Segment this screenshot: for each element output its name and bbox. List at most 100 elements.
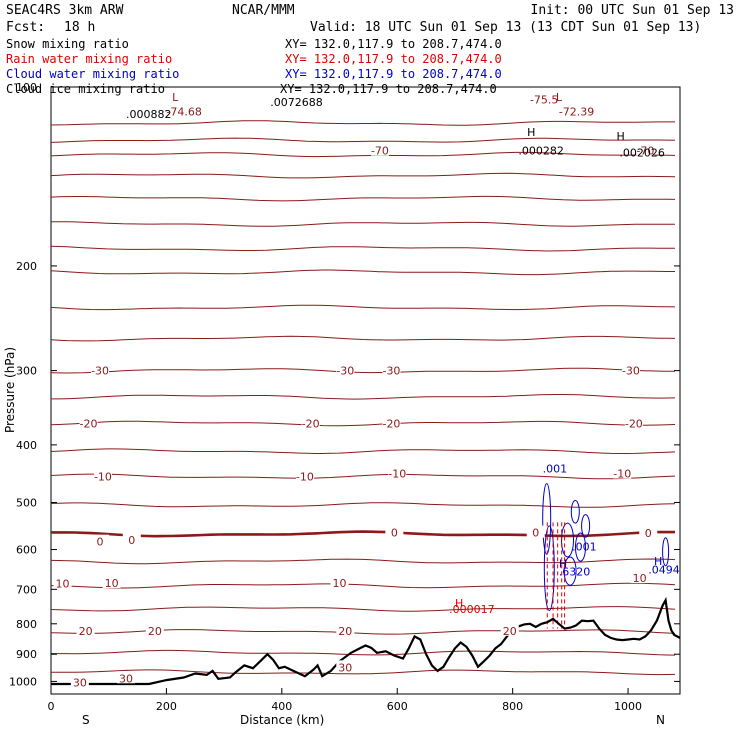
plot-frame (50, 86, 681, 695)
isotherm-label: -20 (382, 417, 400, 430)
terrain-line (51, 596, 681, 686)
isotherm-label: -30 (91, 365, 109, 378)
y-axis-label: Pressure (hPa) (3, 347, 17, 433)
extremum-label: .001 (543, 462, 568, 475)
isotherm-line (51, 669, 676, 676)
y-tick-label: 1000 (9, 675, 37, 688)
contour-label-bg (526, 525, 545, 538)
contour-label-bg (500, 623, 519, 636)
extremum-label: H (559, 557, 567, 570)
contour-label-bg (93, 469, 112, 482)
field-snow-xy: XY= 132.0,117.9 to 208.7,474.0 (285, 37, 502, 51)
direction-south: S (82, 713, 90, 727)
extremum-label: .000882 (126, 108, 171, 121)
cloud-water-contour (662, 537, 670, 567)
extremum-label: L (556, 91, 563, 104)
field-cloudice-name: Cloud ice mixing ratio (6, 82, 165, 96)
contour-label-bg (295, 469, 314, 482)
isotherm-label: 30 (119, 672, 133, 685)
extremum-label: H (527, 126, 535, 139)
y-tick-label: 100 (16, 81, 37, 94)
contour-label-bg (630, 571, 649, 584)
cloud-water-contour (581, 514, 591, 538)
extremum-label: L (172, 91, 179, 104)
isotherm-line (50, 649, 676, 656)
contour-label-bg (613, 466, 632, 479)
x-tick-label: 400 (271, 700, 292, 713)
isotherm-line (50, 137, 676, 143)
field-rain-name: Rain water mixing ratio (6, 52, 172, 66)
isotherm-label: -30 (382, 365, 400, 378)
isotherm-label: 10 (633, 572, 647, 585)
isotherm-line (50, 120, 675, 126)
contour-label-bg (621, 363, 640, 376)
isotherm-line (50, 172, 676, 179)
isotherm-label: 30 (73, 677, 87, 690)
isotherm-label: 30 (338, 661, 352, 674)
isotherm-label: 20 (503, 625, 517, 638)
extremum-label: .6320 (559, 565, 591, 578)
contour-label-bg (301, 416, 320, 429)
contour-label-bg (145, 623, 164, 636)
fcst-value: 18 h (64, 20, 95, 35)
cloud-water-contour (543, 525, 555, 612)
contour-label-bg (102, 575, 121, 588)
isotherm-line (50, 195, 676, 202)
contour-label-bg (636, 143, 655, 156)
isotherm-label: 0 (128, 534, 135, 547)
init-time: Init: 00 UTC Sun 01 Sep 13 (531, 3, 735, 18)
isotherm-label: -70 (636, 145, 654, 158)
model-title: SEAC4RS 3km ARW (6, 3, 124, 18)
y-tick-label: 400 (16, 439, 37, 452)
y-tick-label: 300 (16, 365, 37, 378)
isotherm-layer (50, 120, 676, 676)
isotherm-label: -70 (371, 145, 389, 158)
contour-label-bg (336, 660, 355, 673)
contour-label-bg (330, 575, 349, 588)
isotherm-label: 20 (338, 625, 352, 638)
contour-label-bg (336, 623, 355, 636)
isotherm-line (50, 473, 676, 480)
cloud-water-contour (575, 532, 586, 562)
isotherm-label: 0 (97, 536, 104, 549)
y-tick-label: 600 (16, 544, 37, 557)
contour-label-bg (639, 526, 658, 539)
extremum-label: H (455, 597, 463, 610)
isotherm-label: 20 (148, 625, 162, 638)
isotherm-line (51, 221, 675, 227)
contour-label-bg (91, 534, 110, 547)
isotherm-line (50, 304, 676, 311)
isotherm-label: -10 (613, 468, 631, 481)
y-tick-label: 900 (16, 648, 37, 661)
rain-water-layer (546, 522, 566, 629)
isotherm-label: 10 (56, 578, 70, 591)
field-cloudwater-xy: XY= 132.0,117.9 to 208.7,474.0 (285, 67, 502, 81)
contour-label-layer: -70 -70 -30 -30 -30 -30 -20 -20 -20 -20 -10 -10 -10 -… (53, 91, 680, 690)
contour-label-bg (70, 675, 89, 688)
direction-north: N (656, 713, 665, 727)
isotherm-line (50, 582, 676, 589)
isotherm-line (50, 420, 676, 427)
contour-label-bg (76, 623, 95, 636)
extremum-label: H (654, 555, 662, 568)
y-tick-label: 200 (16, 260, 37, 273)
isotherm-label: -20 (80, 417, 98, 430)
x-tick-label: 1000 (614, 700, 642, 713)
isotherm-label: 0 (532, 527, 539, 540)
extremum-label: H (617, 130, 625, 143)
extremum-label: .001 (572, 541, 597, 554)
extremum-label: .000282 (518, 145, 564, 158)
y-tick-label: 700 (16, 583, 37, 596)
terrain-layer (51, 596, 681, 686)
isotherm-label: -20 (302, 417, 320, 430)
cloud-water-contour (542, 483, 552, 555)
isotherm-line (50, 606, 676, 612)
x-tick-label: 600 (387, 700, 408, 713)
isotherm-label: 0 (645, 527, 652, 540)
isotherm-line (50, 448, 676, 454)
field-cloudwater-name: Cloud water mixing ratio (6, 67, 179, 81)
extremum-label: -75.5 (530, 94, 558, 107)
isotherm-line (50, 558, 676, 565)
